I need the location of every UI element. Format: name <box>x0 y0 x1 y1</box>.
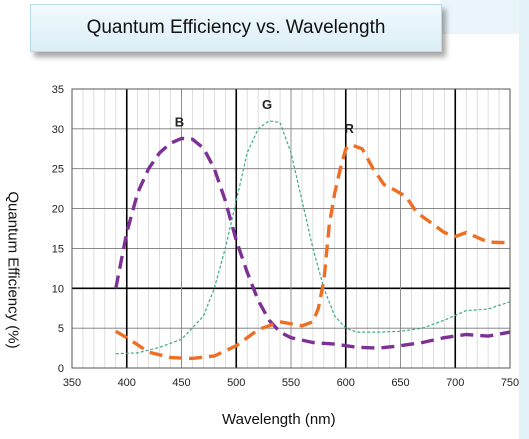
y-tick-label: 10 <box>52 283 64 295</box>
series-annotation-R: R <box>345 121 355 136</box>
y-tick-label: 35 <box>52 84 64 96</box>
series-line-G <box>115 120 511 355</box>
plot-border <box>71 88 511 369</box>
x-axis-label: Wavelength (nm) <box>222 411 336 428</box>
y-axis-label-box: Quantum Efficiency (%) <box>2 165 24 375</box>
chart-title: Quantum Efficiency vs. Wavelength <box>86 17 386 38</box>
y-tick-label: 25 <box>52 164 64 176</box>
x-tick-label: 550 <box>282 377 300 389</box>
series-annotations: B G R <box>175 97 355 136</box>
series-line-B <box>114 136 511 350</box>
background-band-right <box>519 0 529 439</box>
y-tick-label: 20 <box>52 204 64 216</box>
y-axis-label: Quantum Efficiency (%) <box>4 191 22 349</box>
x-tick-label: 650 <box>391 377 409 389</box>
series-annotation-G: G <box>262 97 272 112</box>
x-tick-label: 400 <box>118 377 136 389</box>
x-tick-label: 600 <box>337 377 355 389</box>
tick-labels: 0 5 10 15 20 25 30 35 350 400 450 500 550 600 650 700 75… <box>52 84 519 389</box>
y-tick-label: 5 <box>58 323 64 335</box>
series-annotation-B: B <box>175 114 184 129</box>
y-tick-label: 30 <box>52 124 64 136</box>
x-tick-label: 700 <box>446 377 464 389</box>
x-tick-label: 500 <box>227 377 245 389</box>
title-banner: Quantum Efficiency vs. Wavelength <box>30 4 442 52</box>
x-tick-label: 350 <box>63 377 81 389</box>
grid-lines <box>71 88 511 369</box>
background-band-top <box>440 0 519 34</box>
series-line-R <box>114 143 511 361</box>
x-tick-label: 450 <box>172 377 190 389</box>
series-lines <box>114 120 511 361</box>
x-tick-label: 750 <box>501 377 519 389</box>
y-tick-label: 0 <box>58 363 64 375</box>
y-tick-label: 15 <box>52 243 64 255</box>
